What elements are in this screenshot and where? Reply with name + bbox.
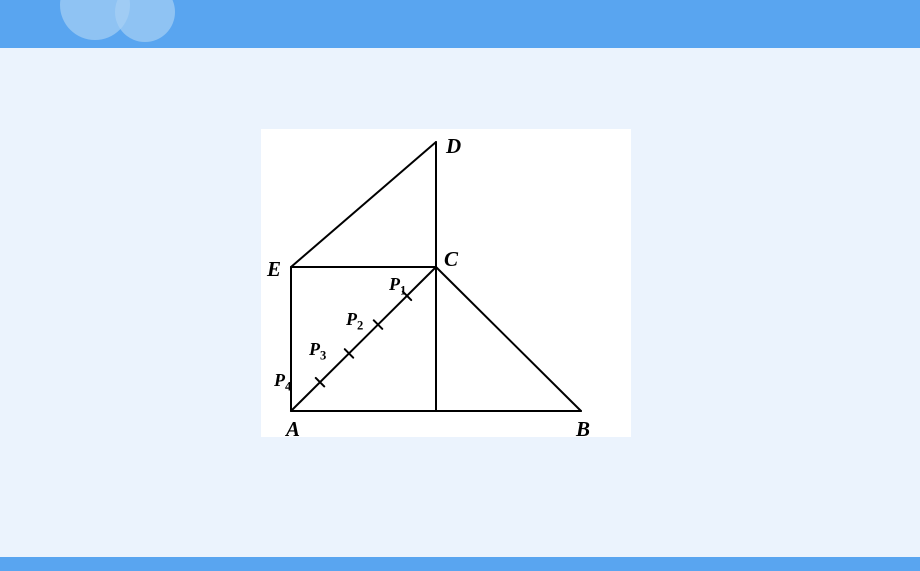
p3-letter: P (309, 339, 320, 359)
p1-letter: P (389, 274, 400, 294)
bottom-bar (0, 557, 920, 571)
p1-sub: 1 (400, 283, 406, 297)
vertex-label-a: A (286, 417, 300, 442)
point-label-p2: P2 (346, 309, 363, 334)
p3-sub: 3 (320, 349, 326, 363)
p2-sub: 2 (357, 318, 363, 332)
vertex-label-b: B (576, 417, 590, 442)
geometry-figure (261, 129, 631, 437)
vertex-label-c: C (444, 247, 458, 272)
p4-sub: 4 (285, 380, 291, 394)
decorative-circle (115, 0, 175, 42)
point-label-p1: P1 (389, 274, 406, 299)
point-label-p3: P3 (309, 339, 326, 364)
vertex-label-e: E (267, 257, 281, 282)
diagram-container: A B C D E P1 P2 P3 P4 (261, 129, 631, 437)
p4-letter: P (274, 370, 285, 390)
point-label-p4: P4 (274, 370, 291, 395)
vertex-label-d: D (446, 134, 461, 159)
top-bar (0, 0, 920, 48)
p2-letter: P (346, 309, 357, 329)
